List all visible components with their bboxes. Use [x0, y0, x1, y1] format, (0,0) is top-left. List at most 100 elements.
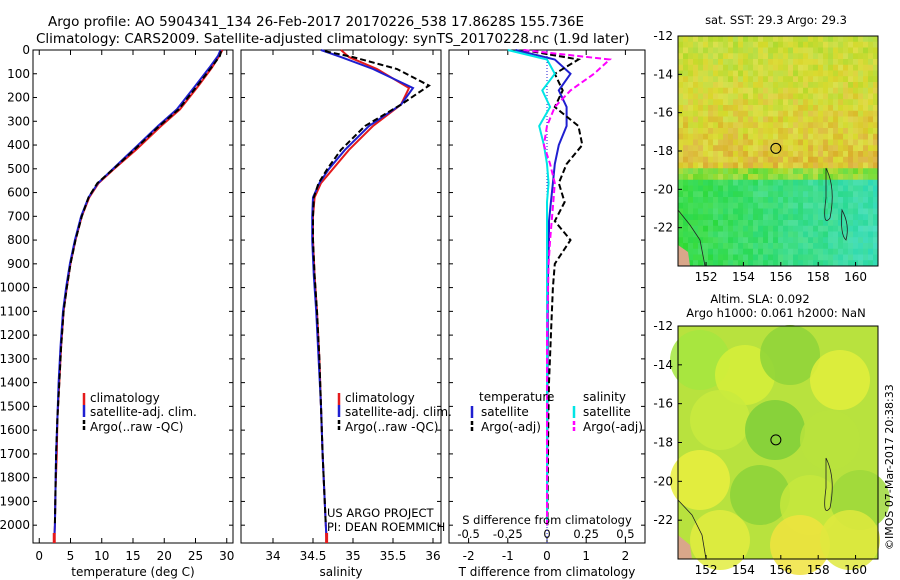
sst-cell	[838, 202, 844, 209]
sst-cell	[773, 162, 779, 169]
sst-cell	[773, 82, 779, 89]
sst-cell	[718, 151, 724, 158]
sst-cell	[748, 179, 754, 186]
sst-cell	[843, 197, 849, 204]
sst-cell	[713, 162, 719, 169]
sst-cell	[873, 185, 879, 192]
sst-cell	[818, 116, 824, 123]
sst-cell	[743, 237, 749, 244]
sst-cell	[683, 110, 689, 117]
sst-cell	[873, 156, 879, 163]
sst-cell	[698, 41, 704, 48]
sst-cell	[833, 191, 839, 198]
sst-cell	[733, 231, 739, 238]
sst-cell	[863, 47, 869, 54]
sst-cell	[748, 202, 754, 209]
sst-cell	[848, 260, 854, 267]
sst-cell	[843, 225, 849, 232]
sla-map	[670, 325, 890, 575]
sst-cell	[813, 93, 819, 100]
sst-cell	[713, 87, 719, 94]
sst-cell	[773, 116, 779, 123]
sst-cell	[793, 151, 799, 158]
sst-cell	[843, 41, 849, 48]
sst-cell	[853, 231, 859, 238]
sst-cell	[783, 225, 789, 232]
sst-cell	[723, 59, 729, 66]
sst-cell	[723, 260, 729, 267]
sst-cell	[683, 59, 689, 66]
sst-cell	[833, 197, 839, 204]
sst-cell	[683, 220, 689, 227]
map-lat-label: -12	[653, 319, 673, 333]
sst-cell	[743, 220, 749, 227]
sst-cell	[853, 220, 859, 227]
sst-cell	[753, 254, 759, 261]
sst-cell	[843, 162, 849, 169]
sst-cell	[723, 41, 729, 48]
sst-cell	[773, 185, 779, 192]
sst-cell	[788, 87, 794, 94]
sst-cell	[773, 237, 779, 244]
sst-cell	[773, 105, 779, 112]
sst-cell	[828, 243, 834, 250]
sst-cell	[818, 248, 824, 255]
sst-cell	[698, 156, 704, 163]
sst-cell	[858, 41, 864, 48]
sst-cell	[763, 248, 769, 255]
legend-salinity-item: Argo(-adj)	[583, 420, 643, 434]
sst-cell	[698, 122, 704, 129]
sst-cell	[728, 208, 734, 215]
sst-cell	[763, 174, 769, 181]
sla-map-title-2: Argo h1000: 0.061 h2000: NaN	[686, 306, 865, 320]
legend-salinity-title: salinity	[583, 390, 626, 404]
sst-cell	[793, 237, 799, 244]
sst-cell	[803, 260, 809, 267]
sst-cell	[733, 41, 739, 48]
sst-cell	[873, 202, 879, 209]
sst-cell	[708, 64, 714, 71]
sst-cell	[848, 76, 854, 83]
sst-cell	[813, 185, 819, 192]
sst-cell	[853, 225, 859, 232]
sst-cell	[833, 174, 839, 181]
sst-cell	[728, 47, 734, 54]
sst-cell	[763, 162, 769, 169]
sst-cell	[768, 59, 774, 66]
sst-cell	[708, 185, 714, 192]
sst-cell	[698, 208, 704, 215]
sst-cell	[783, 156, 789, 163]
map-lat-label: -14	[653, 358, 673, 372]
sst-cell	[853, 53, 859, 60]
sst-cell	[693, 47, 699, 54]
sst-cell	[873, 105, 879, 112]
sst-cell	[683, 139, 689, 146]
sst-cell	[848, 99, 854, 106]
sst-cell	[788, 47, 794, 54]
sst-cell	[763, 76, 769, 83]
depth-tick-label: 1200	[0, 328, 30, 342]
sst-cell	[858, 116, 864, 123]
legend-temperature-item: Argo(-adj)	[481, 420, 541, 434]
x-tick-label: 35	[345, 549, 360, 563]
sst-cell	[803, 191, 809, 198]
sst-cell	[843, 122, 849, 129]
sst-cell	[703, 254, 709, 261]
sst-cell	[743, 76, 749, 83]
sst-cell	[678, 82, 684, 89]
sst-cell	[693, 197, 699, 204]
sst-cell	[798, 248, 804, 255]
sst-cell	[833, 47, 839, 54]
sst-cell	[873, 162, 879, 169]
sst-cell	[743, 145, 749, 152]
land-patch	[678, 535, 692, 559]
sst-cell	[728, 202, 734, 209]
sst-cell	[718, 64, 724, 71]
sst-cell	[788, 248, 794, 255]
sst-cell	[738, 248, 744, 255]
sst-cell	[743, 99, 749, 106]
sst-cell	[873, 243, 879, 250]
sst-cell	[813, 151, 819, 158]
difference-xlabel: T difference from climatology	[458, 565, 636, 579]
sst-cell	[858, 197, 864, 204]
